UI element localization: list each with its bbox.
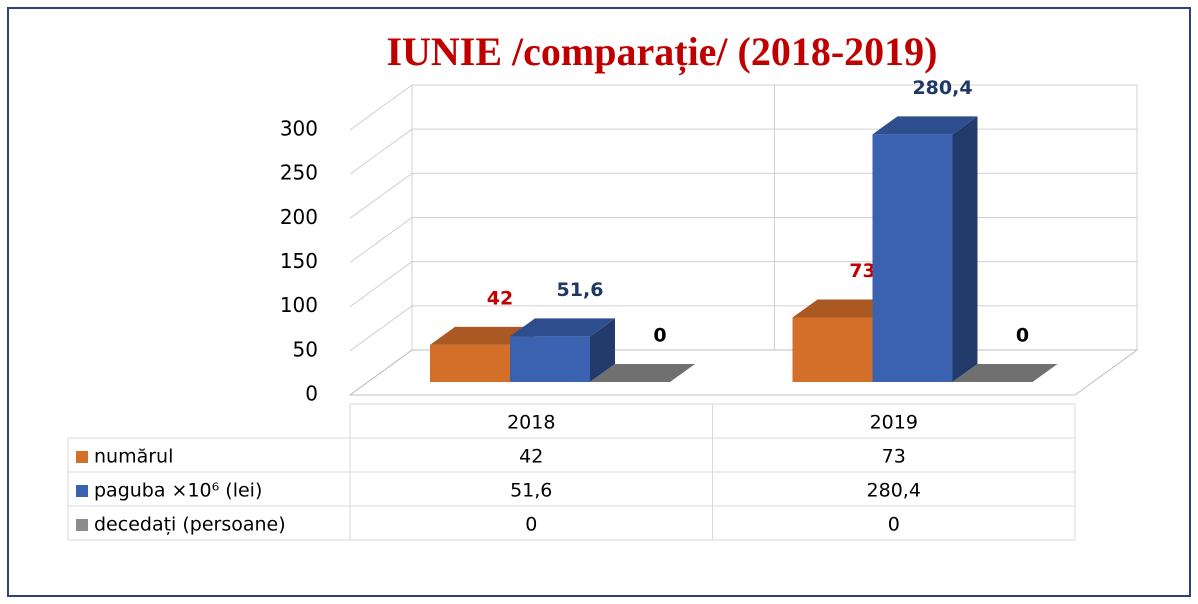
- bar: [872, 134, 953, 382]
- y-tick-label: 0: [305, 382, 318, 406]
- value-label: 0: [1016, 325, 1029, 347]
- bar-top: [872, 116, 978, 135]
- chart-title: IUNIE /comparație/ (2018-2019): [386, 29, 937, 75]
- table-cell: 280,4: [867, 480, 921, 502]
- x-tick-label: 2018: [507, 412, 555, 434]
- legend-key: [76, 519, 88, 531]
- grid-line: [349, 84, 413, 131]
- table-cell: 51,6: [510, 480, 552, 502]
- bar-side: [590, 318, 615, 382]
- y-tick-label: 250: [280, 161, 318, 185]
- bar-top: [430, 326, 535, 345]
- value-label: 0: [653, 325, 666, 347]
- bar-side: [952, 116, 978, 383]
- value-label: 42: [487, 287, 513, 309]
- value-label: 280,4: [912, 77, 972, 99]
- table-cell: 42: [519, 446, 543, 468]
- y-tick-label: 50: [293, 337, 318, 361]
- bar: [792, 317, 873, 382]
- bar-top: [510, 318, 615, 337]
- floor: [348, 349, 1139, 396]
- bar-top: [792, 299, 898, 318]
- y-tick-label: 200: [280, 205, 318, 229]
- legend-label: numărul: [94, 446, 173, 468]
- table-cell: 73: [882, 446, 906, 468]
- grid-line: [349, 261, 413, 308]
- y-tick-label: 300: [280, 117, 318, 141]
- table-cell: 0: [525, 514, 537, 536]
- y-tick-label: 100: [280, 293, 318, 317]
- grid-line: [349, 305, 413, 352]
- bar-top: [952, 364, 1058, 382]
- legend-key: [76, 451, 88, 463]
- bar: [430, 344, 510, 382]
- grid-line: [349, 172, 413, 219]
- legend-label: decedați (persoane): [94, 514, 286, 536]
- bar: [510, 336, 590, 382]
- grid-line: [349, 128, 413, 175]
- bar-top: [590, 364, 695, 382]
- x-tick-label: 2019: [870, 412, 918, 434]
- table-cell: 0: [888, 514, 900, 536]
- y-tick-label: 150: [280, 249, 318, 273]
- legend-label: paguba ×10⁶ (lei): [94, 480, 262, 502]
- value-label: 73: [849, 260, 875, 282]
- value-label: 51,6: [557, 279, 604, 301]
- grid-line: [349, 217, 413, 263]
- legend-key: [76, 485, 88, 497]
- frame: [7, 7, 1191, 597]
